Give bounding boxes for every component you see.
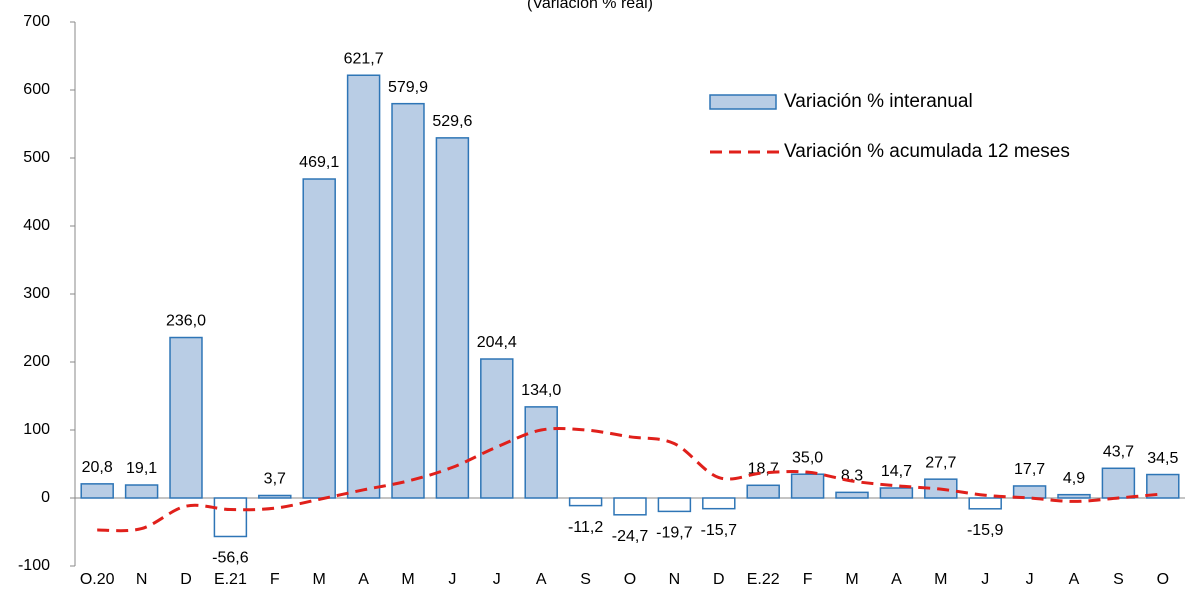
x-tick-label: S <box>580 571 591 588</box>
data-label: 27,7 <box>925 454 956 471</box>
bar <box>391 102 425 499</box>
bar <box>213 497 248 538</box>
x-tick-label: J <box>1026 571 1034 588</box>
bar <box>657 497 692 513</box>
x-tick-label: J <box>981 571 989 588</box>
bar <box>702 497 736 510</box>
bar <box>835 491 869 499</box>
x-tick-label: M <box>401 571 414 588</box>
data-label: 43,7 <box>1103 444 1134 461</box>
x-tick-label: M <box>313 571 326 588</box>
bar <box>790 473 825 499</box>
data-label: 4,9 <box>1063 470 1085 487</box>
x-tick-label: M <box>845 571 858 588</box>
bar <box>1012 485 1047 499</box>
y-tick-label: 100 <box>23 421 50 438</box>
data-label: 621,7 <box>344 50 384 67</box>
data-label: 14,7 <box>881 463 912 480</box>
y-tick-label: 400 <box>23 217 50 234</box>
legend-label: Variación % acumulada 12 meses <box>784 141 1070 162</box>
data-label: 579,9 <box>388 79 428 96</box>
bar <box>1146 473 1180 499</box>
x-tick-label: F <box>803 571 813 588</box>
bar <box>169 336 203 499</box>
bar <box>258 494 292 499</box>
bar <box>80 483 114 499</box>
x-tick-label: A <box>1069 571 1080 588</box>
y-tick-label: 600 <box>23 81 50 98</box>
bar <box>968 497 1002 510</box>
bar <box>480 358 514 499</box>
bar <box>124 484 159 499</box>
y-tick-label: 300 <box>23 285 50 302</box>
data-label: -11,2 <box>568 519 603 536</box>
x-tick-label: E.22 <box>747 571 780 588</box>
x-tick-label: A <box>536 571 547 588</box>
data-label: -19,7 <box>656 525 693 542</box>
data-label: 19,1 <box>126 460 157 477</box>
x-tick-label: M <box>934 571 947 588</box>
data-label: 17,7 <box>1014 461 1045 478</box>
x-tick-label: J <box>448 571 456 588</box>
data-label: -15,9 <box>967 522 1004 539</box>
data-label: -56,6 <box>212 550 249 567</box>
bar <box>435 137 470 499</box>
x-tick-label: N <box>669 571 681 588</box>
x-tick-label: A <box>358 571 369 588</box>
data-label: 204,4 <box>477 334 517 351</box>
x-tick-label: F <box>270 571 280 588</box>
x-tick-label: J <box>493 571 501 588</box>
x-tick-label: S <box>1113 571 1124 588</box>
x-tick-label: D <box>180 571 192 588</box>
data-label: 20,8 <box>82 459 113 476</box>
bar <box>1101 467 1136 499</box>
bar <box>613 497 647 516</box>
data-label: 529,6 <box>432 113 472 130</box>
y-tick-label: 200 <box>23 353 50 370</box>
data-label: 134,0 <box>521 382 561 399</box>
y-tick-label: 500 <box>23 149 50 166</box>
data-label: 469,1 <box>299 154 339 171</box>
data-label: 35,0 <box>792 449 823 466</box>
data-label: -24,7 <box>612 528 649 545</box>
data-label: -15,7 <box>701 522 738 539</box>
line <box>97 426 1163 533</box>
x-tick-label: O.20 <box>80 571 115 588</box>
x-tick-label: D <box>713 571 725 588</box>
x-tick-label: N <box>136 571 148 588</box>
x-tick-label: O <box>1157 571 1169 588</box>
bar <box>568 497 603 507</box>
bar <box>746 484 780 499</box>
x-tick-label: O <box>624 571 636 588</box>
legend-label: Variación % interanual <box>784 91 973 112</box>
data-label: 34,5 <box>1147 450 1178 467</box>
x-tick-label: A <box>891 571 902 588</box>
data-label: 3,7 <box>264 471 286 488</box>
bar <box>302 178 336 499</box>
y-tick-label: 0 <box>41 489 50 506</box>
bar <box>524 406 558 499</box>
x-tick-label: E.21 <box>214 571 247 588</box>
bar <box>879 487 914 499</box>
chart-title: (Variación % real) <box>527 0 653 12</box>
y-tick-label: 700 <box>23 13 50 30</box>
y-tick-label: -100 <box>18 557 50 574</box>
data-label: 236,0 <box>166 313 206 330</box>
legend-swatch <box>709 94 777 110</box>
bar <box>1057 493 1091 499</box>
bar <box>346 74 381 499</box>
